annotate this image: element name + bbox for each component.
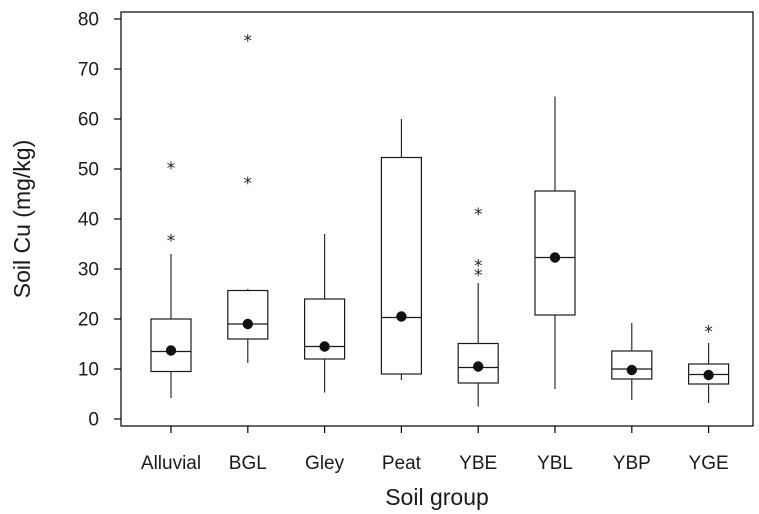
mean-marker [396,311,407,322]
x-tick-label: BGL [229,453,267,474]
outlier-marker: * [244,174,253,194]
outlier-marker: * [474,205,483,225]
x-tick-label: Gley [305,453,345,474]
y-axis: 0 10 20 30 40 50 60 70 80 [78,10,121,431]
y-tick-label: 40 [78,210,99,231]
box-group-alluvial: ** [150,159,192,398]
y-tick-label: 30 [78,260,99,281]
outlier-marker: * [474,266,483,286]
box-group-yge: * [687,323,730,403]
x-tick-label: YGE [689,453,729,474]
mean-marker [319,341,330,352]
plot-frame [120,11,754,427]
mean-marker [703,369,714,381]
y-tick-label: 60 [78,110,99,131]
box-group-ybp [611,323,653,400]
box-group-peat [380,119,422,380]
iqr-box [227,289,269,340]
mean-marker [626,364,637,376]
mean-marker [242,318,253,330]
y-tick-label: 20 [78,310,99,331]
outlier-marker: * [167,232,176,252]
box-group-ybl [534,96,576,389]
x-tick-label: YBE [459,453,497,474]
y-tick-label: 0 [88,410,99,431]
x-tick-label: YBP [613,453,651,474]
mean-marker [473,361,484,372]
box-group-gley [304,234,346,393]
y-tick-label: 10 [78,360,99,381]
iqr-box [380,156,422,375]
box-group-ybe: *** [457,205,499,407]
y-tick-label: 50 [78,160,99,181]
box-series: ******** [150,32,730,407]
outlier-marker: * [474,257,483,277]
x-tick-label: YBL [537,453,573,474]
x-axis-title: Soil group [385,484,489,510]
outlier-marker: * [244,32,253,52]
mean-marker [165,345,177,356]
y-axis-title: Soil Cu (mg/kg) [9,140,35,298]
x-axis: Alluvial BGL Gley Peat YBE YBL YBP YGE [141,426,729,474]
mean-marker [549,252,561,263]
outlier-marker: * [167,159,176,179]
x-tick-label: Alluvial [141,453,201,474]
iqr-box [150,318,192,373]
outlier-marker: * [704,323,713,343]
y-tick-label: 70 [78,60,99,81]
y-tick-label: 80 [78,10,99,31]
x-tick-label: Peat [382,453,422,474]
box-group-bgl: ** [227,32,269,363]
